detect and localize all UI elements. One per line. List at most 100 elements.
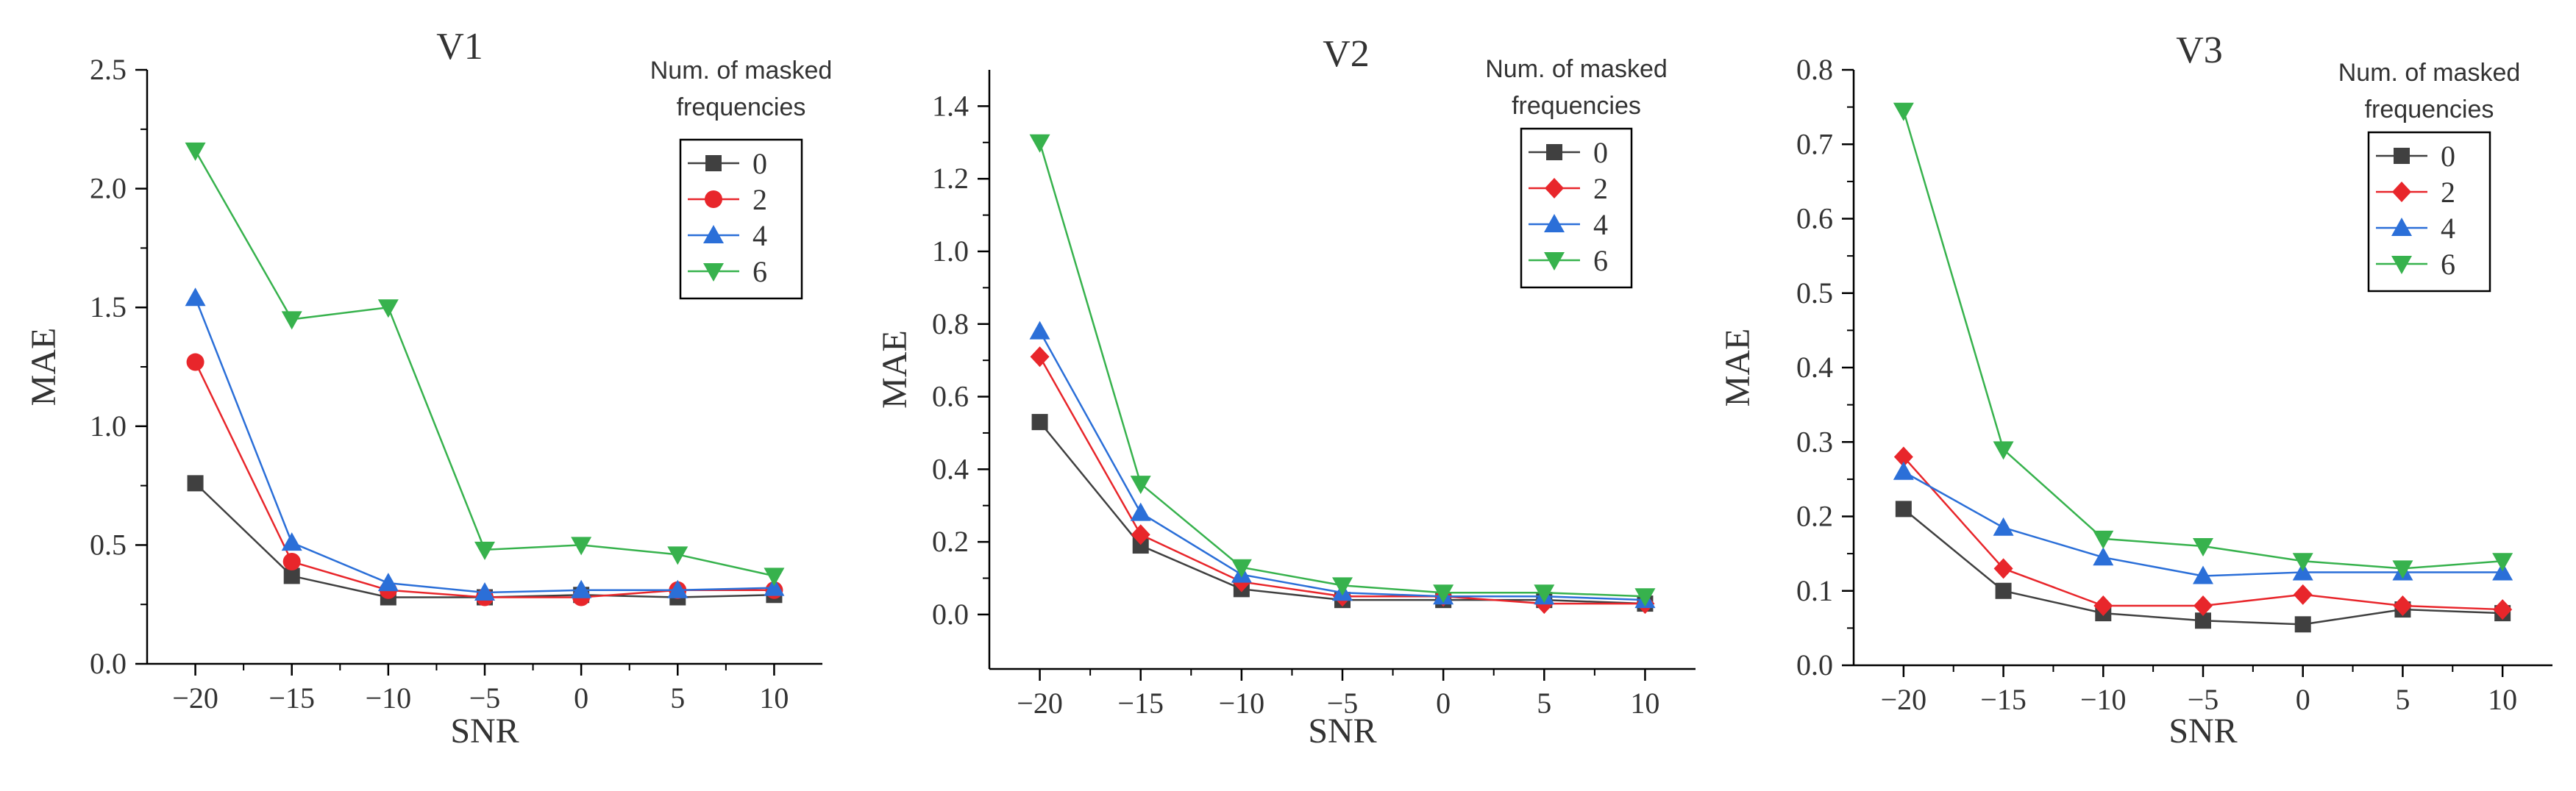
data-point-series-2 [1993, 558, 2013, 579]
legend-label-6: 6 [2441, 248, 2455, 281]
x-tick-label: −10 [1219, 687, 1265, 720]
y-tick-label: 0.5 [90, 528, 127, 561]
chart-title: V3 [2176, 29, 2223, 71]
x-tick-label: 5 [1537, 687, 1551, 720]
x-tick-label: −20 [1017, 687, 1063, 720]
data-point-series-6 [2492, 553, 2513, 572]
x-tick-label: 0 [1436, 687, 1451, 720]
x-axis-label: SNR [2168, 712, 2237, 751]
legend-title-line2: frequencies [2365, 96, 2494, 124]
data-point-series-4 [571, 579, 592, 598]
data-point-series-4 [667, 579, 689, 598]
y-tick-label: 1.2 [932, 162, 969, 195]
data-point-series-4 [185, 287, 206, 307]
x-tick-label: 0 [2296, 683, 2310, 716]
legend-title-line1: Num. of masked [650, 57, 833, 85]
x-tick-label: −15 [1980, 683, 2027, 716]
series-line-2 [1902, 456, 2503, 611]
y-tick-label: 0.6 [1796, 202, 1833, 235]
legend-marker-6 [1544, 252, 1565, 271]
data-point-series-2 [2493, 599, 2513, 620]
data-point-series-2 [2193, 595, 2213, 616]
y-tick-label: 1.4 [932, 89, 969, 122]
x-axis-label: SNR [1308, 712, 1376, 751]
data-point-series-6 [2292, 553, 2313, 572]
x-tick-label: −10 [366, 681, 412, 715]
data-point-series-4 [377, 573, 399, 592]
x-tick-label: 5 [670, 681, 685, 715]
data-point-series-0 [1132, 537, 1149, 554]
y-tick-label: 2.0 [90, 172, 127, 205]
data-point-series-4 [1893, 461, 1914, 480]
data-point-series-6 [1993, 441, 2014, 460]
legend-title-line1: Num. of masked [2338, 59, 2521, 87]
data-point-series-6 [667, 546, 689, 565]
y-tick-label: 0.0 [90, 647, 127, 680]
data-point-series-6 [1534, 584, 1555, 604]
y-axis-label: MAE [24, 328, 63, 407]
legend-marker-6 [2391, 256, 2412, 274]
x-tick-label: −15 [268, 681, 315, 715]
y-tick-label: 0.8 [932, 307, 969, 340]
x-tick-label: −15 [1117, 687, 1164, 720]
legend-marker-6 [703, 263, 724, 282]
chart-panel-v2: −20 −15 −10 −5 0 5 10 0.0 0.2 0.4 0.6 0.8 1.0 1.2 1.4 V… [875, 33, 1696, 751]
data-point-series-6 [474, 541, 495, 560]
data-point-series-2 [1893, 446, 1913, 468]
y-tick-label: 2.5 [90, 53, 127, 86]
x-tick-label: 10 [759, 681, 789, 715]
x-tick-label: −5 [469, 681, 501, 715]
legend-label-0: 0 [1593, 136, 1608, 169]
data-point-series-2 [186, 353, 204, 371]
legend-marker-2 [1545, 178, 1564, 198]
data-point-series-0 [1995, 582, 2012, 599]
x-tick-label: −20 [172, 681, 218, 715]
data-point-series-6 [2193, 538, 2213, 556]
y-tick-label: 0.2 [932, 525, 969, 558]
legend-label-2: 2 [2441, 176, 2455, 209]
x-tick-label: 10 [1630, 687, 1659, 720]
x-tick-label: 0 [574, 681, 588, 715]
x-tick-label: −20 [1881, 683, 1927, 716]
legend-title-line2: frequencies [677, 93, 806, 121]
legend-label-4: 4 [752, 219, 767, 252]
data-point-series-0 [283, 568, 300, 584]
legend-marker-0 [2394, 148, 2410, 164]
data-point-series-2 [1030, 346, 1050, 368]
chart-panel-v1: −20 −15 −10 −5 0 5 10 0.0 0.5 1.0 1.5 2.0 2.5 V1 SNR MA… [24, 26, 832, 751]
legend-label-0: 0 [2441, 140, 2455, 173]
data-point-series-6 [1893, 102, 1914, 121]
y-tick-label: 0.0 [1796, 648, 1833, 681]
series-line-4 [1039, 331, 1645, 601]
y-tick-label: 0.6 [932, 380, 969, 413]
legend-marker-0 [1546, 144, 1562, 160]
data-point-series-6 [185, 142, 206, 161]
y-tick-label: 1.5 [90, 290, 127, 323]
data-point-series-6 [1634, 588, 1656, 607]
legend-marker-4 [703, 225, 724, 243]
data-point-series-6 [2093, 530, 2114, 549]
data-point-series-2 [2293, 584, 2313, 605]
legend-marker-4 [1544, 214, 1565, 232]
x-tick-label: −5 [1327, 687, 1359, 720]
data-point-series-6 [2392, 560, 2413, 579]
legend-marker-2 [705, 190, 722, 208]
y-tick-label: 0.4 [932, 452, 969, 485]
chart-panel-v3: −20 −15 −10 −5 0 5 10 0.0 0.1 0.2 0.3 0.4 0.5 0.6 0.7 0… [1718, 29, 2552, 751]
chart-title: V2 [1323, 33, 1370, 75]
data-point-series-6 [571, 537, 592, 556]
data-point-series-4 [1029, 321, 1050, 340]
data-point-series-4 [764, 577, 785, 596]
legend-label-4: 4 [1593, 208, 1608, 241]
data-point-series-4 [2093, 547, 2114, 566]
data-point-series-6 [281, 311, 302, 330]
legend-label-6: 6 [1593, 244, 1608, 277]
data-point-series-6 [377, 299, 399, 318]
data-point-series-2 [2393, 595, 2413, 616]
data-point-series-6 [1433, 584, 1454, 604]
y-axis-label: MAE [875, 330, 914, 409]
legend-label-0: 0 [752, 147, 767, 180]
data-point-series-6 [1130, 476, 1151, 495]
y-tick-label: 1.0 [90, 409, 127, 443]
data-point-series-6 [764, 568, 785, 587]
